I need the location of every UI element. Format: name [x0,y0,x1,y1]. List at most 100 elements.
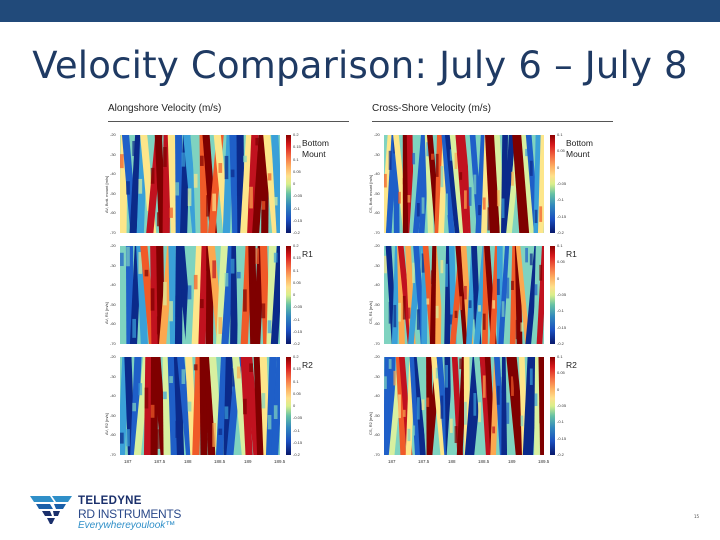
heatmap-speckle [445,193,448,216]
colorbar [286,357,291,455]
heatmap-speckle [464,285,467,300]
heatmap-stripe [402,135,409,233]
heatmap-speckle [150,288,155,311]
y-tick-label: -40 [110,171,116,177]
heatmap-stripe [395,357,407,455]
heatmap-speckle [181,152,186,167]
heatmap-speckle [193,364,198,371]
colorbar-tick-label: -0.05 [293,193,303,199]
y-tick-label: -30 [110,373,116,379]
heatmap-speckle [126,246,130,267]
heatmap-speckle [255,382,260,391]
logo-company-name: TELEDYNE [78,495,142,507]
heatmap-speckle [402,178,406,185]
colorbar-tick-label: -0.05 [557,292,567,297]
heatmap-speckle [187,188,192,207]
heatmap-speckle [454,310,458,318]
heatmap-speckle [515,154,519,166]
y-tick-label: -30 [374,262,380,268]
y-tick-label: -20 [110,354,116,359]
heatmap-speckle [529,253,533,266]
heatmap-svg [120,246,280,344]
heatmap-speckle [249,363,253,372]
x-tick-label: 187.5 [154,459,166,464]
heatmap-speckle [478,305,481,312]
heatmap-speckle [236,271,241,279]
heatmap-speckle [407,307,411,319]
heatmap-speckle [169,376,173,384]
heatmap-speckle [243,155,247,163]
heatmap-speckle [193,173,198,188]
slide-title: Velocity Comparison: July 6 – July 8 [32,44,688,87]
heatmap-stripe [498,246,511,344]
heatmap-svg [384,135,544,233]
heatmap-speckle [261,393,266,409]
y-tick-label: -60 [374,432,380,438]
heatmap-speckle [506,181,510,189]
heatmap-speckle [267,415,272,430]
x-tick-label: 187 [388,459,396,464]
top-accent-bar [0,0,720,22]
heatmap-speckle [426,397,430,407]
heatmap-speckle [193,274,198,290]
x-tick-label: 188 [448,459,456,464]
heatmap-speckle [224,272,229,287]
heatmap-speckle [267,320,272,334]
panel-label: R1 [302,249,313,259]
velocity-heatmap [384,357,544,455]
logo-tagline: Everywhereyoulook™ [78,520,176,531]
heatmap-speckle [255,137,260,146]
y-tick-label: -60 [374,321,380,327]
colorbar-tick-label: -0.15 [557,213,567,219]
y-tick-label: -20 [110,132,116,137]
heatmap-speckle [487,396,491,404]
heatmap-speckle [138,178,143,194]
heatmap-speckle [384,173,387,188]
colorbar-tick-label: -0.05 [557,181,567,186]
heatmap-speckle [206,247,210,271]
colorbar [550,357,555,455]
colorbar-tick-label: -0.05 [293,415,303,421]
velocity-heatmap [384,135,544,233]
colorbar-tick-label: -0.15 [293,328,303,334]
y-tick-label: -40 [110,393,116,399]
heatmap-stripe [240,135,254,233]
heatmap-speckle [273,196,278,206]
colorbar-tick-label: 0.05 [293,168,301,174]
heatmap-speckle [539,402,543,424]
cross-shore-title-rule [372,121,613,122]
heatmap-speckle [138,252,143,274]
heatmap-speckle [449,418,453,433]
heatmap-stripe [444,135,461,233]
heatmap-stripe [191,246,204,344]
heatmap-speckle [402,295,406,320]
heatmap-speckle [175,182,180,196]
heatmap-speckle [464,401,467,425]
heatmap-speckle [206,195,210,217]
y-tick-label: -70 [110,230,116,235]
heatmap-speckle [200,299,204,309]
velocity-heatmap [120,135,280,233]
heatmap-speckle [529,368,533,385]
heatmap-stripe [129,135,143,233]
heatmap-stripe [424,135,434,233]
heatmap-speckle [416,397,420,420]
colorbar-tick-label: -0.1 [557,419,564,425]
colorbar-tick-label: -0.15 [557,435,567,441]
heatmap-stripe [271,135,280,233]
y-tick-label: -60 [110,210,116,216]
heatmap-speckle [496,385,500,405]
colorbar-tick-label: 0.1 [557,132,563,137]
heatmap-speckle [212,260,216,279]
heatmap-speckle [393,370,397,386]
y-tick-label: -40 [374,393,380,399]
heatmap-speckle [534,209,538,224]
heatmap-speckle [243,398,247,415]
heatmap-speckle [459,358,463,370]
heatmap-speckle [261,303,266,319]
y-tick-label: -30 [374,151,380,157]
heatmap-speckle [539,206,543,222]
heatmap-speckle [482,197,486,210]
colorbar-tick-label: 0.1 [557,354,563,359]
heatmap-speckle [187,285,192,300]
